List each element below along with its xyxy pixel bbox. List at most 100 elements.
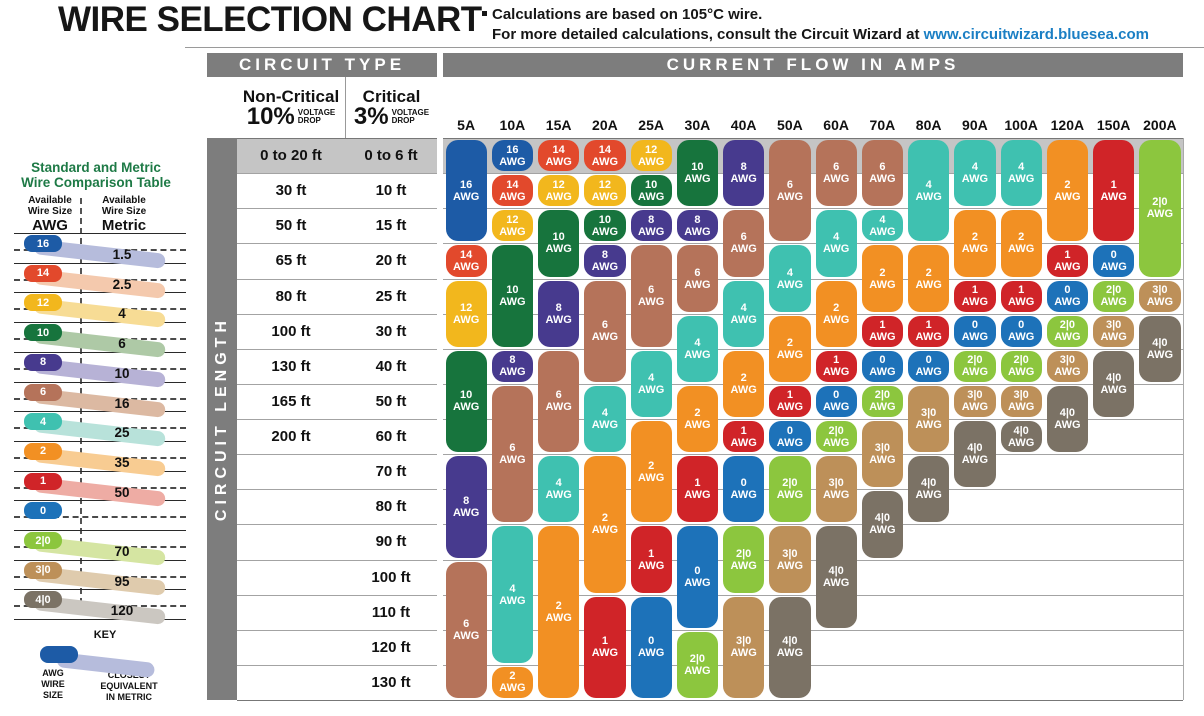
wire-pill-70a-1awg: 1 AWG	[861, 315, 903, 347]
pill-awg-suffix: AWG	[776, 348, 804, 361]
pill-gauge-label: 1	[971, 284, 978, 297]
row-label-critical: 60 ft	[375, 428, 407, 446]
pill-gauge-label: 8	[463, 494, 470, 507]
pill-gauge-label: 12	[552, 178, 565, 191]
pill-awg-suffix: AWG	[822, 173, 850, 186]
grid-line	[237, 243, 1183, 245]
wire-pill-30a-2awg: 2 AWG	[676, 385, 718, 453]
pill-awg-suffix: AWG	[1007, 243, 1035, 256]
pill-awg-suffix: AWG	[1007, 401, 1035, 414]
pill-awg-suffix: AWG	[822, 489, 850, 502]
wire-pill-80a-300awg: 3|0 AWG	[908, 385, 950, 453]
pill-awg-suffix: AWG	[822, 243, 850, 256]
wire-pill-5a-8awg: 8 AWG	[445, 456, 487, 558]
pill-gauge-label: 2	[971, 231, 978, 244]
pill-gauge-label: 16	[460, 178, 473, 191]
pill-awg-suffix: AWG	[822, 577, 850, 590]
row-label-non-critical: 0 to 20 ft	[260, 147, 322, 165]
pill-gauge-label: 10	[598, 213, 611, 226]
wire-pill-30a-10awg: 10 AWG	[676, 140, 718, 207]
wire-pill-80a-400awg: 4|0 AWG	[908, 456, 950, 523]
sidebar-row-line	[14, 411, 186, 413]
pill-gauge-label: 2	[601, 512, 608, 525]
pill-gauge-label: 3|0	[1013, 389, 1029, 402]
pill-gauge-label: 2|0	[735, 547, 752, 560]
wire-pill-5a-16awg: 16 AWG	[445, 140, 487, 242]
wire-pill-60a-0awg: 0 AWG	[815, 385, 857, 417]
wire-pill-10a-16awg: 16 AWG	[491, 140, 533, 172]
pill-awg-suffix: AWG	[1100, 260, 1127, 273]
pill-gauge-label: 10	[691, 161, 704, 174]
pill-gauge-label: 2|0	[1152, 196, 1168, 209]
pill-gauge-label: 3|0	[1059, 354, 1076, 367]
pill-awg-suffix: AWG	[822, 366, 850, 379]
wire-pill-50a-2awg: 2 AWG	[769, 315, 811, 382]
pill-gauge-label: 3|0	[828, 477, 844, 490]
pill-gauge-label: 2|0	[1105, 284, 1122, 297]
pill-awg-suffix: AWG	[776, 436, 804, 449]
pill-gauge-label: 1	[694, 477, 701, 490]
pill-gauge-label: 8	[740, 161, 747, 174]
wire-pill-120a-200awg: 2|0 AWG	[1046, 315, 1088, 347]
pill-gauge-label: 4	[555, 477, 562, 490]
key-title: KEY	[93, 629, 117, 641]
pill-awg-suffix: AWG	[1054, 366, 1081, 379]
wire-pill-120a-300awg: 3|0 AWG	[1046, 350, 1088, 382]
pill-awg-suffix: AWG	[545, 190, 572, 203]
pill-awg-suffix: AWG	[591, 647, 619, 660]
page-title: WIRE SELECTION CHART	[58, 0, 482, 39]
sidebar-awg-pill-2: 2	[24, 442, 62, 460]
pill-awg-suffix: AWG	[1007, 296, 1035, 309]
amp-column-header: 15A	[545, 117, 572, 133]
wire-pill-70a-400awg: 4|0 AWG	[861, 491, 903, 558]
wire-pill-5a-6awg: 6 AWG	[445, 561, 487, 698]
sidebar-awg-pill-12: 12	[24, 294, 62, 312]
pill-awg-suffix: AWG	[684, 577, 711, 590]
wire-pill-40a-2awg: 2 AWG	[723, 350, 765, 417]
sidebar-row-line	[14, 530, 186, 531]
wire-pill-70a-4awg: 4 AWG	[861, 210, 903, 242]
sidebar-row-line	[14, 292, 186, 294]
pill-awg-suffix: AWG	[961, 173, 989, 186]
row-label-non-critical: 65 ft	[275, 252, 307, 270]
wire-pill-150a-1awg: 1 AWG	[1093, 140, 1135, 242]
pill-awg-suffix: AWG	[545, 489, 572, 502]
pill-gauge-label: 2	[509, 670, 516, 683]
pill-gauge-label: 3|0	[1105, 319, 1122, 332]
pill-gauge-label: 4|0	[1059, 407, 1076, 419]
row-label-non-critical	[237, 454, 345, 489]
circuit-wizard-link[interactable]: www.circuitwizard.bluesea.com	[923, 25, 1149, 43]
pill-awg-suffix: AWG	[591, 225, 619, 238]
row-label-critical: 0 to 6 ft	[364, 147, 418, 165]
pill-awg-suffix: AWG	[822, 436, 850, 449]
wire-pill-15a-8awg: 8 AWG	[538, 280, 580, 347]
critical-title: Critical	[362, 87, 421, 106]
pill-awg-suffix: AWG	[961, 331, 989, 344]
row-label-critical: 50 ft	[375, 392, 407, 410]
wire-pill-15a-4awg: 4 AWG	[538, 456, 580, 523]
pill-gauge-label: 2	[1018, 231, 1025, 244]
amp-column-header: 120A	[1050, 117, 1085, 133]
pill-awg-suffix: AWG	[1100, 190, 1127, 203]
amp-column-header: 25A	[638, 117, 664, 133]
pill-awg-suffix: AWG	[730, 173, 757, 186]
sidebar-metric-value: 50	[114, 484, 130, 500]
sidebar-row-line	[14, 322, 186, 324]
pill-gauge-label: 3|0	[1152, 284, 1168, 297]
sidebar-row-line	[14, 470, 186, 472]
pill-awg-suffix: AWG	[730, 243, 757, 256]
pill-gauge-label: 3|0	[735, 635, 752, 648]
pill-awg-suffix: AWG	[915, 278, 942, 291]
wire-pill-15a-14awg: 14 AWG	[538, 140, 580, 172]
pill-gauge-label: 4	[786, 266, 793, 279]
pill-gauge-label: 4	[833, 231, 840, 244]
note-line-1: Calculations are based on 105°C wire.	[492, 6, 763, 23]
pill-awg-suffix: AWG	[869, 173, 896, 186]
pill-gauge-label: 0	[786, 424, 793, 437]
pill-awg-suffix: AWG	[591, 190, 619, 203]
wire-pill-50a-1awg: 1 AWG	[769, 385, 811, 417]
pill-awg-suffix: AWG	[684, 664, 711, 677]
row-label-non-critical: 165 ft	[271, 392, 311, 410]
wire-pill-90a-300awg: 3|0 AWG	[954, 385, 996, 417]
amp-column-header: 150A	[1096, 117, 1131, 133]
